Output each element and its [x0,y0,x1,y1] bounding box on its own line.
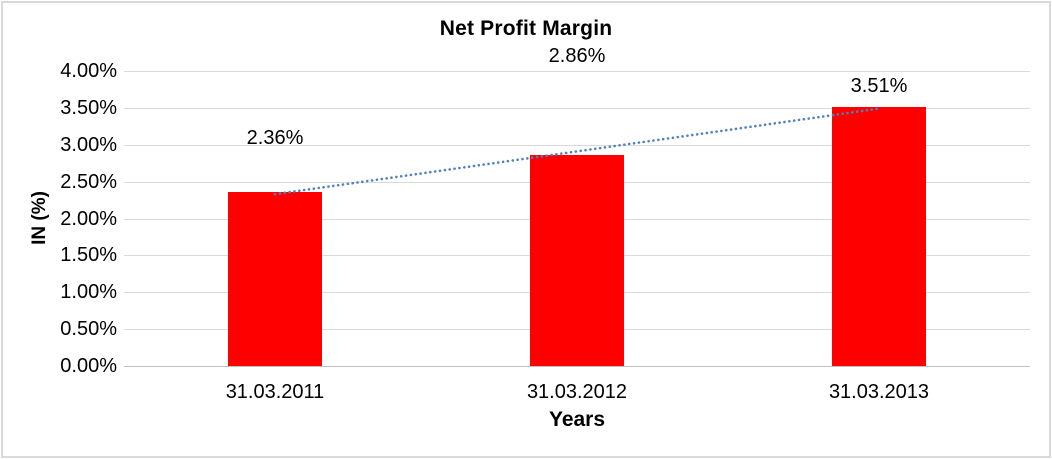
data-label-31.03.2013: 3.51% [850,75,908,98]
data-label-31.03.2012: 2.86% [548,45,606,68]
y-tick-label: 1.00% [60,281,117,304]
x-tick-label: 31.03.2012 [526,381,628,403]
y-tick-label: 2.50% [60,170,117,193]
y-tick-label: 0.00% [60,355,117,377]
y-tick-label: 4.00% [60,60,117,82]
y-tick-label: 0.50% [60,318,117,341]
bar-31.03.2011 [228,191,322,366]
gridline [124,71,1030,72]
chart-title: Net Profit Margin [439,17,613,40]
plot-area [124,71,1030,367]
x-tick-label: 31.03.2011 [225,381,325,403]
x-axis-title: Years [548,408,606,431]
x-axis-line [124,366,1030,367]
y-tick-label: 2.00% [60,207,117,230]
bar-31.03.2012 [530,155,624,366]
y-tick-label: 1.50% [60,244,117,267]
x-tick-label: 31.03.2013 [828,381,930,403]
data-label-31.03.2011: 2.36% [246,126,304,149]
bar-31.03.2013 [832,107,926,366]
y-tick-label: 3.50% [60,96,117,119]
y-tick-label: 3.00% [60,133,117,156]
